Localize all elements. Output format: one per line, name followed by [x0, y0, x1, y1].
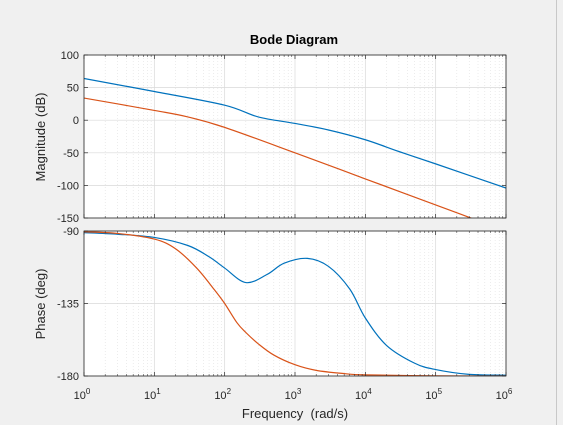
- x-tick-label: 104: [355, 387, 372, 402]
- x-tick-exponent: 0: [86, 387, 91, 396]
- phase-axes-box: [83, 230, 507, 377]
- magnitude-y-axis-label: Magnitude (dB): [33, 93, 48, 182]
- mag-y-tick-label: 50: [67, 83, 79, 95]
- x-tick-exponent: 6: [508, 387, 513, 396]
- magnitude-series: [84, 77, 506, 218]
- ph-y-tick-label: -135: [57, 299, 79, 311]
- x-tick-base: 10: [355, 390, 367, 402]
- x-tick-base: 10: [285, 390, 297, 402]
- x-tick-base: 10: [214, 390, 226, 402]
- x-tick-label: 103: [285, 387, 302, 402]
- magnitude-axes-box: [83, 54, 507, 219]
- ph-series-1-line: [84, 232, 506, 376]
- x-tick-base: 10: [496, 390, 508, 402]
- x-tick-label: 102: [214, 387, 231, 402]
- x-tick-exponent: 5: [438, 387, 443, 396]
- x-tick-labels: 100 101 102 103 104 105 106: [74, 387, 513, 402]
- x-tick-exponent: 3: [297, 387, 302, 396]
- mag-y-tick-label: 0: [73, 115, 79, 127]
- ph-series-2-line: [84, 231, 506, 376]
- ph-y-tick-label: -90: [63, 226, 79, 238]
- phase-y-ticks: -90 -135 -180: [57, 226, 506, 383]
- x-tick-label: 105: [425, 387, 442, 402]
- x-tick-base: 10: [74, 390, 86, 402]
- x-tick-exponent: 2: [227, 387, 232, 396]
- x-tick-label: 100: [74, 387, 91, 402]
- chart-title: Bode Diagram: [250, 32, 338, 47]
- mag-y-tick-label: 100: [61, 50, 79, 62]
- phase-axes: -90 -135 -180: [57, 226, 507, 383]
- x-tick-base: 10: [144, 390, 156, 402]
- mag-y-tick-label: -100: [57, 180, 79, 192]
- x-tick-exponent: 1: [156, 387, 161, 396]
- x-tick-label: 106: [496, 387, 513, 402]
- ph-y-tick-label: -180: [57, 371, 79, 383]
- phase-y-axis-label: Phase (deg): [33, 269, 48, 340]
- magnitude-axes: 100 50 0 -50 -100 -150: [57, 50, 507, 225]
- mag-series-1-line: [84, 77, 506, 189]
- phase-series: [84, 231, 506, 376]
- x-axis-label: Frequency (rad/s): [242, 406, 348, 421]
- x-tick-base: 10: [425, 390, 437, 402]
- x-tick-label: 101: [144, 387, 161, 402]
- mag-series-2-line: [84, 97, 473, 218]
- mag-y-tick-label: -150: [57, 213, 79, 225]
- x-tick-exponent: 4: [367, 387, 372, 396]
- magnitude-minor-grid: [104, 55, 504, 218]
- mag-y-tick-label: -50: [63, 148, 79, 160]
